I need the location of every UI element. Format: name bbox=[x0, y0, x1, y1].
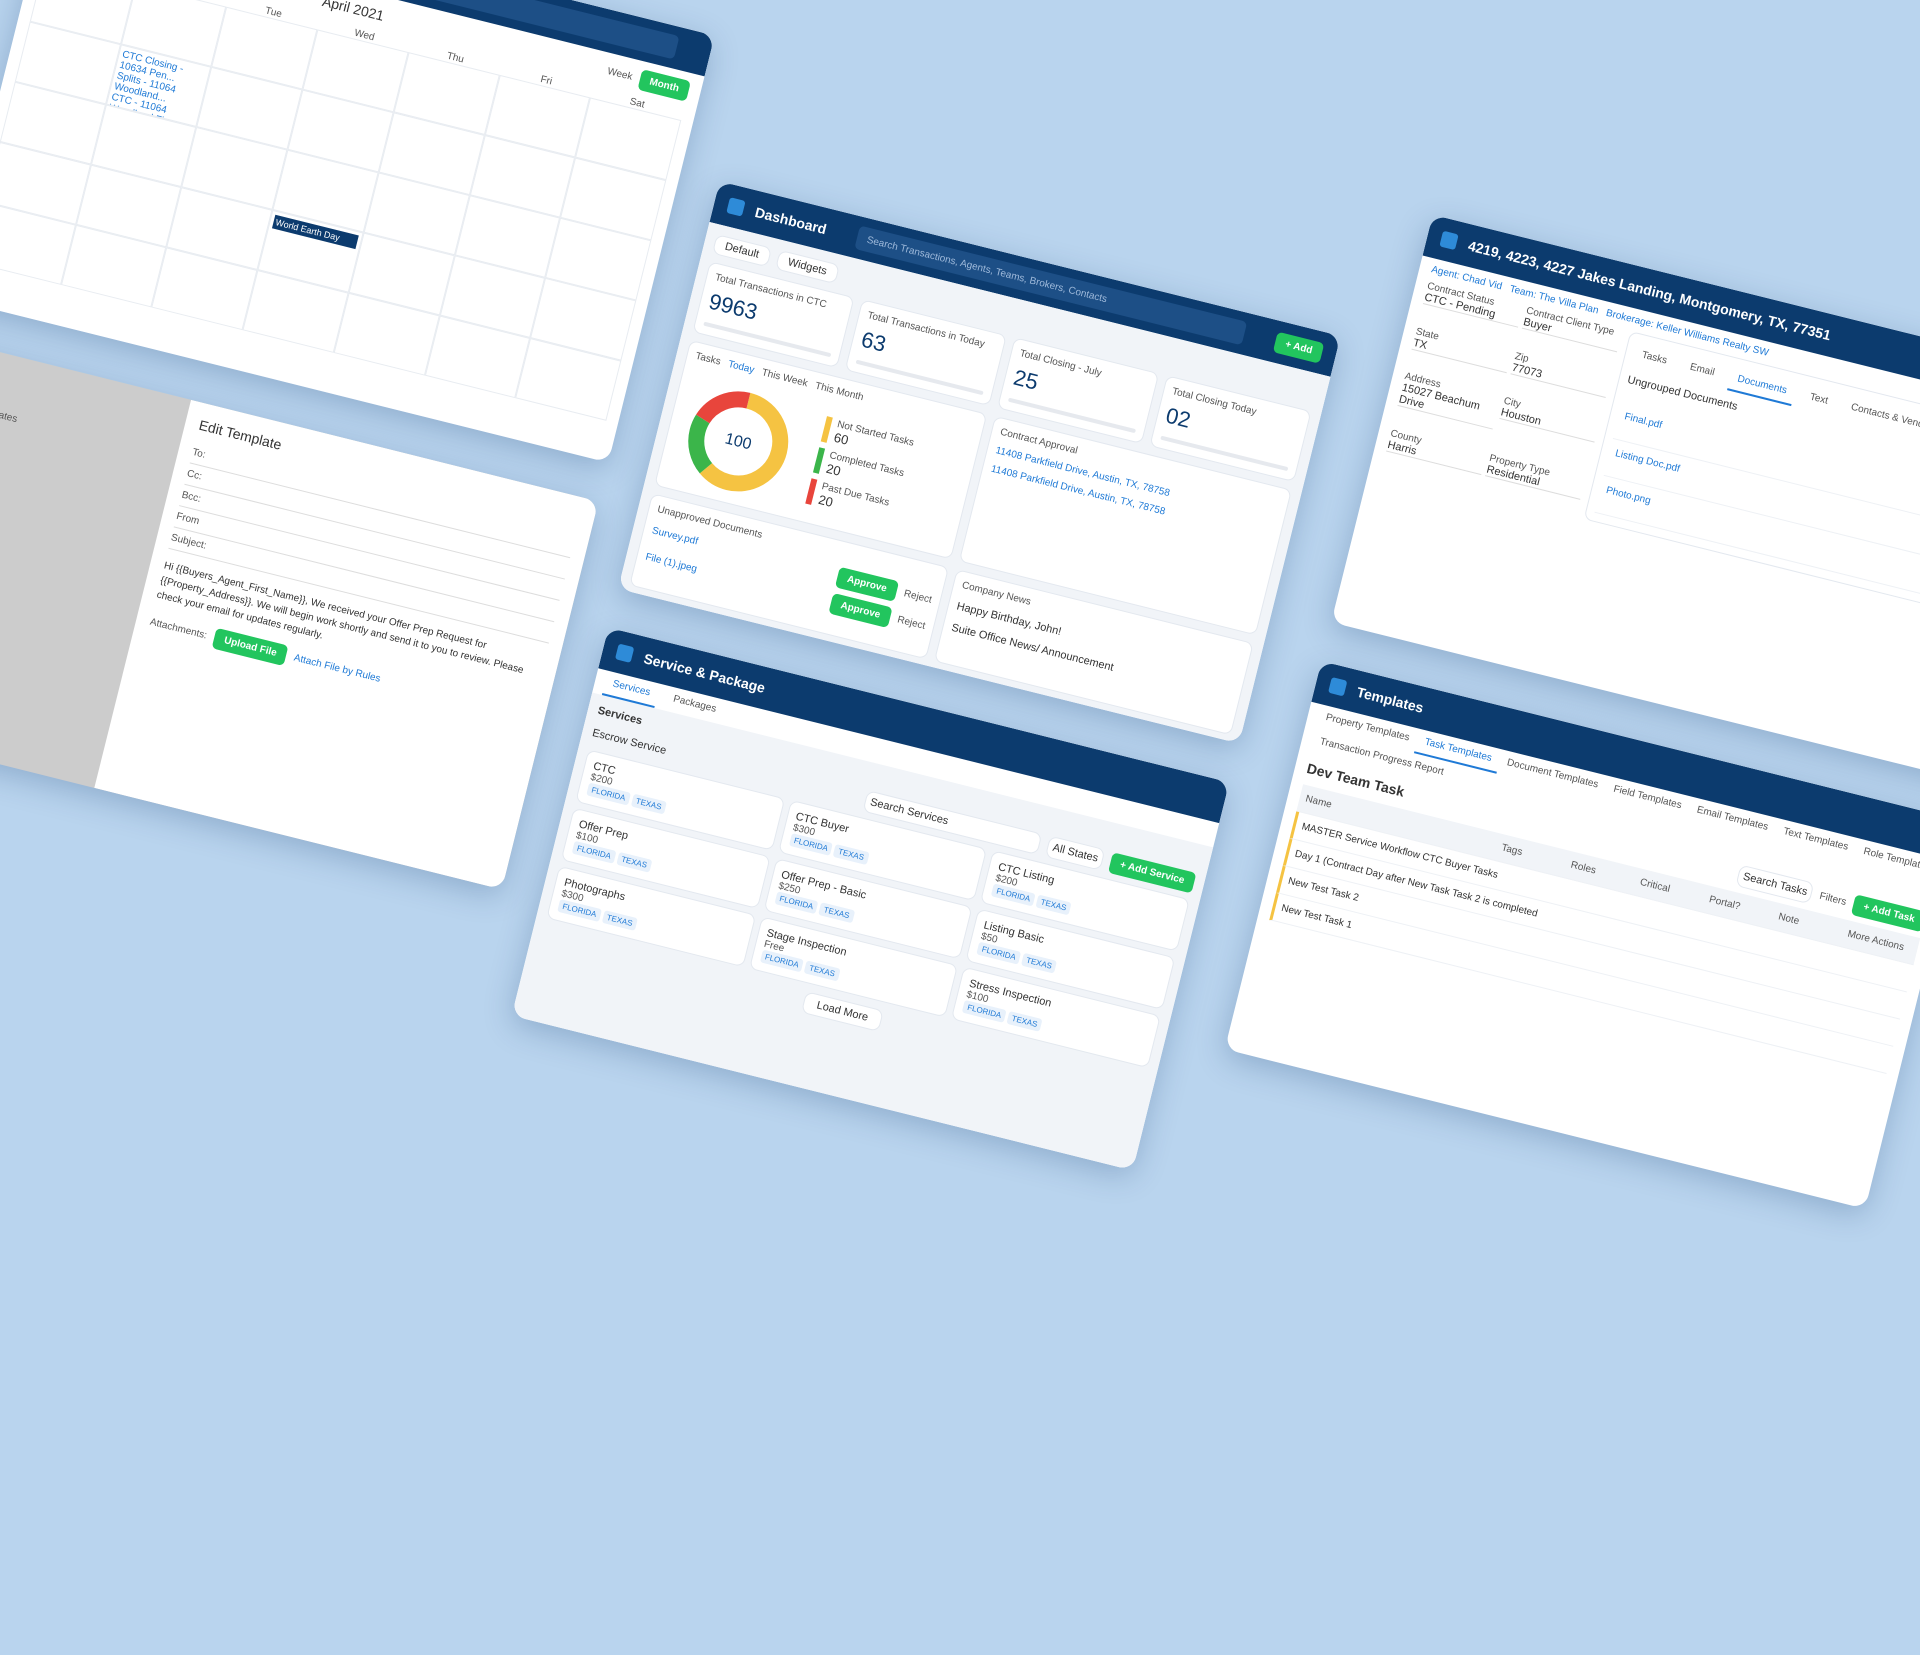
attach-link[interactable]: Attach File by Rules bbox=[292, 652, 382, 685]
progress-fill bbox=[1008, 397, 1041, 406]
reject-button[interactable]: Reject bbox=[902, 588, 933, 606]
middle-row: Tasks Today This Week This Month 100 Not Star… bbox=[654, 339, 1292, 636]
panel-title: Dashboard bbox=[753, 203, 829, 238]
logo bbox=[726, 197, 746, 217]
view-toggle[interactable]: Month bbox=[637, 69, 691, 102]
filters-button[interactable]: Filters bbox=[1818, 890, 1848, 908]
add-button[interactable]: + Add bbox=[1273, 331, 1325, 364]
dashboard-body: Default Widgets Total Transactions in CTC 9… bbox=[618, 221, 1331, 744]
panel-title: Templates bbox=[1355, 683, 1426, 716]
progress-fill bbox=[856, 359, 889, 368]
tasks-legend: Not Started Tasks 60 Completed Tasks 20 Past… bbox=[804, 416, 916, 531]
reject-button[interactable]: Reject bbox=[896, 614, 927, 632]
view-toggle[interactable]: Week bbox=[606, 65, 634, 83]
donut-segment bbox=[688, 391, 789, 492]
tab[interactable]: Text bbox=[1808, 391, 1830, 407]
tasks-title: Tasks bbox=[694, 350, 722, 368]
tab[interactable]: Email bbox=[1688, 361, 1716, 379]
filter-select[interactable]: Default bbox=[711, 234, 772, 268]
logo bbox=[1439, 230, 1459, 251]
upload-button[interactable]: Upload File bbox=[211, 627, 289, 667]
attachments-label: Attachments: bbox=[148, 616, 209, 642]
dashboard-panel: Dashboard Search Transactions, Agents, Te… bbox=[618, 181, 1341, 744]
page: Dashboard Search Transactions, Agents, Te… bbox=[0, 0, 1920, 1209]
donut-segment bbox=[688, 391, 789, 492]
progress-fill bbox=[1161, 435, 1174, 439]
period-tab[interactable]: Today bbox=[726, 358, 756, 376]
logo bbox=[1328, 677, 1348, 697]
logo bbox=[614, 643, 635, 663]
tab[interactable]: Tasks bbox=[1640, 349, 1669, 367]
donut-total: 100 bbox=[723, 430, 753, 453]
tasks-card: Tasks Today This Week This Month 100 Not Star… bbox=[654, 339, 988, 560]
period-tab[interactable]: This Month bbox=[813, 380, 865, 404]
donut-chart: 100 bbox=[688, 391, 789, 492]
